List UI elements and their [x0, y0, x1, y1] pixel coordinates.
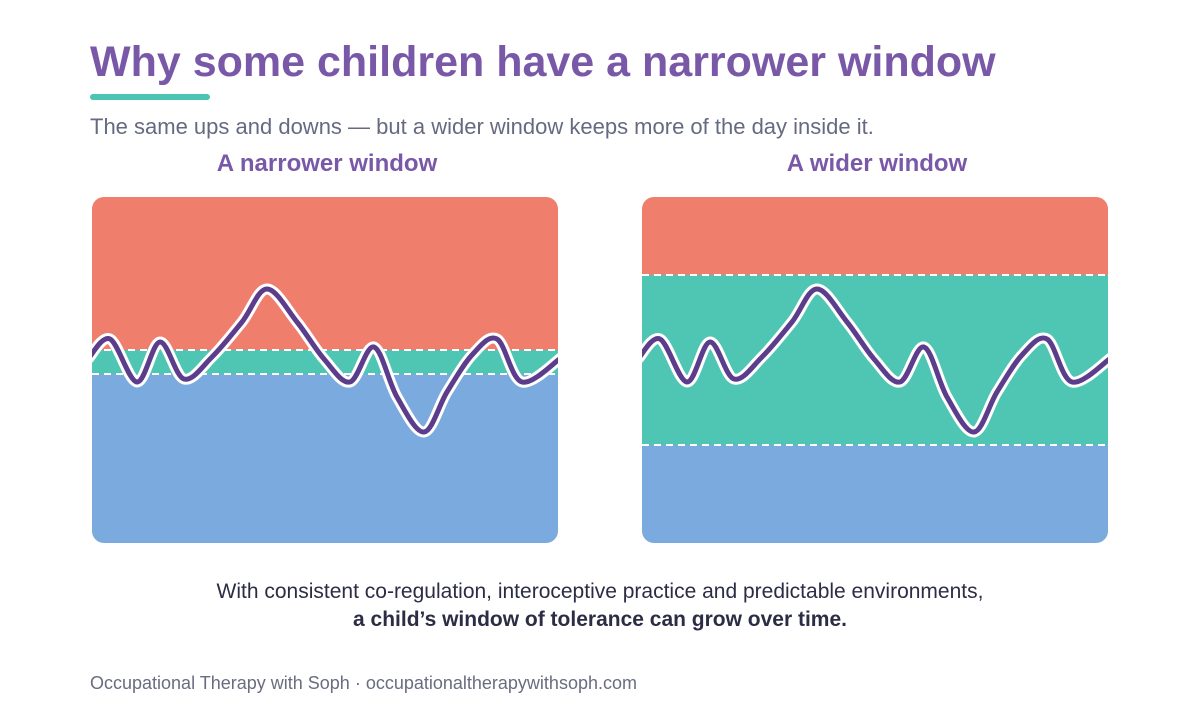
- caption-line-2: a child’s window of tolerance can grow o…: [353, 608, 847, 631]
- hypoarousal-zone: [642, 445, 1108, 543]
- arousal-line: [642, 286, 1108, 435]
- wide-window-diagram: [642, 197, 1108, 543]
- page-subtitle: The same ups and downs — but a wider win…: [90, 114, 874, 139]
- arousal-line: [92, 286, 558, 435]
- narrow-window-title: A narrower window: [216, 150, 438, 177]
- hyperarousal-zone: [642, 197, 1108, 275]
- narrow-window-diagram: [92, 197, 558, 543]
- hyperarousal-zone: [92, 197, 558, 350]
- title-underline: [90, 94, 210, 100]
- wide-window-title: A wider window: [786, 150, 968, 177]
- page-title: Why some children have a narrower window: [90, 38, 996, 86]
- caption-line-1: With consistent co-regulation, interocep…: [216, 580, 984, 603]
- footer-credit: Occupational Therapy with Soph · occupat…: [90, 673, 637, 693]
- hypoarousal-zone: [92, 374, 558, 543]
